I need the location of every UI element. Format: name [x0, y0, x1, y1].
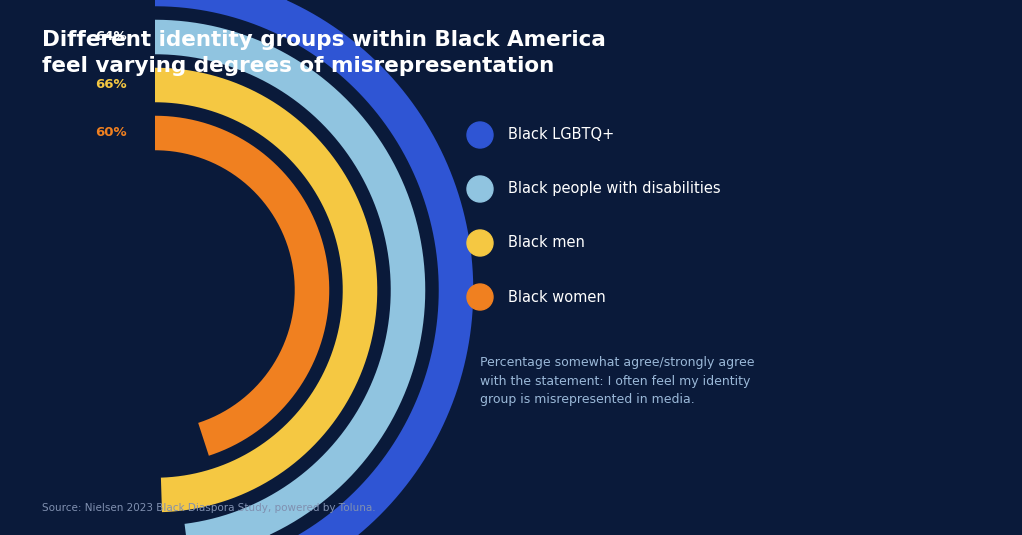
Circle shape	[467, 176, 493, 202]
Text: Black men: Black men	[508, 235, 585, 250]
Text: 64%: 64%	[95, 30, 127, 43]
Text: Black LGBTQ+: Black LGBTQ+	[508, 127, 614, 142]
Text: Different identity groups within Black America
feel varying degrees of misrepres: Different identity groups within Black A…	[42, 30, 606, 75]
Text: 66%: 66%	[95, 79, 127, 91]
Text: 60%: 60%	[95, 126, 127, 140]
Circle shape	[467, 284, 493, 310]
Text: Black people with disabilities: Black people with disabilities	[508, 181, 721, 196]
Text: Black women: Black women	[508, 289, 606, 304]
Circle shape	[467, 122, 493, 148]
Polygon shape	[155, 114, 331, 457]
Circle shape	[467, 230, 493, 256]
Polygon shape	[155, 66, 379, 514]
Polygon shape	[155, 18, 427, 535]
Text: Percentage somewhat agree/strongly agree
with the statement: I often feel my ide: Percentage somewhat agree/strongly agree…	[480, 356, 754, 406]
Text: Source: Nielsen 2023 Black Diaspora Study, powered by Toluna.: Source: Nielsen 2023 Black Diaspora Stud…	[42, 503, 376, 513]
Polygon shape	[105, 0, 475, 535]
